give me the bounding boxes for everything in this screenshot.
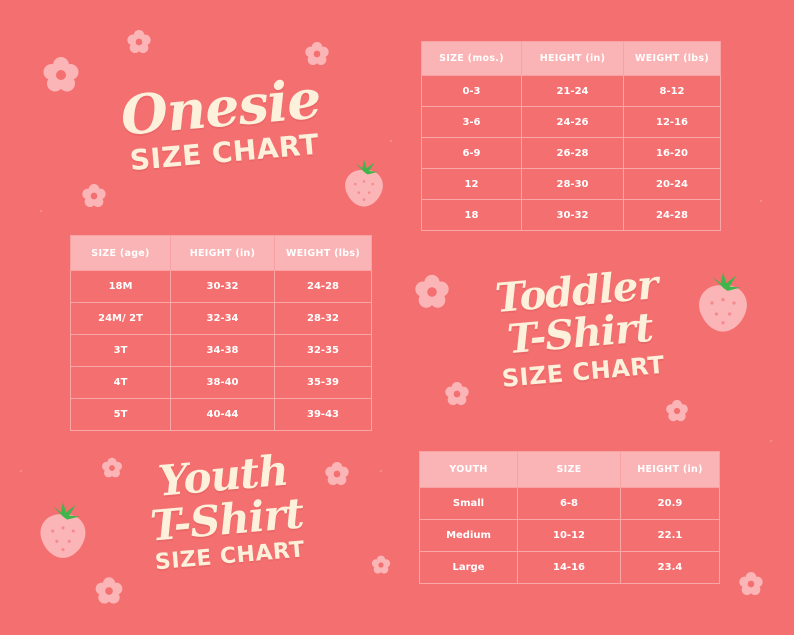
column-header: HEIGHT (in)	[620, 451, 720, 488]
table-cell: 22.1	[620, 519, 720, 552]
table-cell: 6-8	[517, 487, 621, 520]
flower-icon	[445, 382, 469, 405]
table-row: 18 30-32 24-28	[421, 199, 721, 231]
table-cell: 28-32	[274, 302, 372, 335]
table-cell: 24-28	[623, 199, 721, 231]
table-row: 12 28-30 20-24	[421, 168, 721, 200]
table-cell: 32-34	[170, 302, 275, 335]
background-dot	[760, 200, 762, 202]
table-cell: 4T	[70, 366, 171, 399]
flower-icon	[127, 30, 151, 53]
flower-icon	[325, 462, 349, 485]
table-cell: 12	[421, 168, 522, 200]
flower-icon	[739, 572, 763, 595]
table-cell: 8-12	[623, 75, 721, 107]
toddler-title: Toddler T-Shirt SIZE CHART	[467, 261, 691, 394]
column-header: YOUTH	[419, 451, 518, 488]
table-cell: Small	[419, 487, 518, 520]
column-header: SIZE	[517, 451, 621, 488]
table-cell: 23.4	[620, 551, 720, 584]
flower-icon	[305, 42, 329, 65]
background-dot	[380, 470, 382, 472]
table-cell: 38-40	[170, 366, 275, 399]
table-cell: 34-38	[170, 334, 275, 367]
table-row: 5T 40-44 39-43	[70, 398, 372, 431]
strawberry-icon	[345, 159, 383, 207]
strawberry-icon	[699, 272, 747, 332]
toddler-size-table: SIZE (age) HEIGHT (in) WEIGHT (lbs) 18M …	[70, 235, 372, 431]
youth-size-table: YOUTH SIZE HEIGHT (in) Small 6-8 20.9 Me…	[419, 451, 720, 584]
table-cell: 6-9	[421, 137, 522, 169]
table-cell: 30-32	[521, 199, 624, 231]
table-cell: 3-6	[421, 106, 522, 138]
table-row: 3-6 24-26 12-16	[421, 106, 721, 138]
background-dot	[770, 440, 772, 442]
table-cell: 18M	[70, 270, 171, 303]
table-cell: 24-28	[274, 270, 372, 303]
table-row: 3T 34-38 32-35	[70, 334, 372, 367]
table-cell: Medium	[419, 519, 518, 552]
column-header: WEIGHT (lbs)	[274, 235, 372, 271]
column-header: SIZE (age)	[70, 235, 171, 271]
flower-icon	[371, 555, 391, 574]
table-cell: 28-30	[521, 168, 624, 200]
table-cell: 18	[421, 199, 522, 231]
table-cell: 35-39	[274, 366, 372, 399]
table-cell: 32-35	[274, 334, 372, 367]
table-cell: Large	[419, 551, 518, 584]
table-header-row: SIZE (age) HEIGHT (in) WEIGHT (lbs)	[70, 235, 372, 271]
table-cell: 16-20	[623, 137, 721, 169]
column-header: SIZE (mos.)	[421, 41, 522, 76]
youth-title: Youth T-Shirt SIZE CHART	[123, 446, 328, 577]
strawberry-icon	[40, 502, 86, 558]
table-cell: 12-16	[623, 106, 721, 138]
table-cell: 14-16	[517, 551, 621, 584]
table-row: 6-9 26-28 16-20	[421, 137, 721, 169]
table-row: 18M 30-32 24-28	[70, 270, 372, 303]
table-cell: 20-24	[623, 168, 721, 200]
table-row: Medium 10-12 22.1	[419, 519, 720, 552]
column-header: WEIGHT (lbs)	[623, 41, 721, 76]
onesie-size-table: SIZE (mos.) HEIGHT (in) WEIGHT (lbs) 0-3…	[421, 41, 721, 231]
table-header-row: YOUTH SIZE HEIGHT (in)	[419, 451, 720, 488]
table-cell: 5T	[70, 398, 171, 431]
table-cell: 0-3	[421, 75, 522, 107]
table-row: 0-3 21-24 8-12	[421, 75, 721, 107]
flower-icon	[95, 577, 123, 604]
background-dot	[20, 470, 22, 472]
table-cell: 39-43	[274, 398, 372, 431]
flower-icon	[415, 274, 449, 308]
table-row: 4T 38-40 35-39	[70, 366, 372, 399]
column-header: HEIGHT (in)	[521, 41, 624, 76]
flower-icon	[666, 399, 688, 422]
flower-icon	[43, 57, 79, 92]
flower-icon	[102, 457, 122, 478]
table-cell: 40-44	[170, 398, 275, 431]
table-cell: 10-12	[517, 519, 621, 552]
table-cell: 24M/ 2T	[70, 302, 171, 335]
table-cell: 30-32	[170, 270, 275, 303]
table-cell: 21-24	[521, 75, 624, 107]
table-cell: 26-28	[521, 137, 624, 169]
table-cell: 20.9	[620, 487, 720, 520]
table-row: Large 14-16 23.4	[419, 551, 720, 584]
background-dot	[390, 140, 392, 142]
flower-icon	[82, 184, 106, 207]
background-dot	[40, 210, 42, 212]
table-header-row: SIZE (mos.) HEIGHT (in) WEIGHT (lbs)	[421, 41, 721, 76]
table-row: Small 6-8 20.9	[419, 487, 720, 520]
column-header: HEIGHT (in)	[170, 235, 275, 271]
onesie-title: Onesie SIZE CHART	[109, 66, 336, 177]
table-cell: 24-26	[521, 106, 624, 138]
table-cell: 3T	[70, 334, 171, 367]
background-dot	[150, 95, 152, 97]
table-row: 24M/ 2T 32-34 28-32	[70, 302, 372, 335]
